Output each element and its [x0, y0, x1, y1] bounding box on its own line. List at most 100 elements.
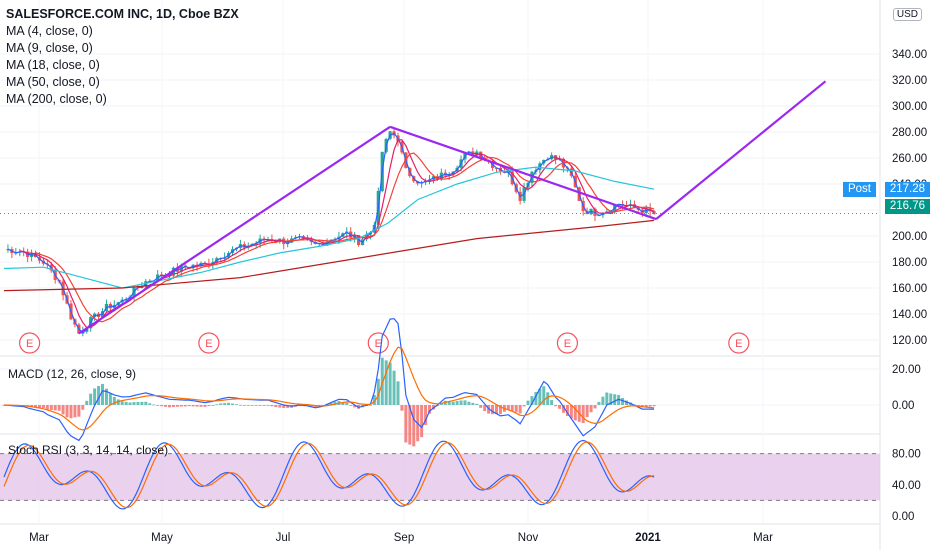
macd-histogram-bar [613, 394, 617, 405]
macd-histogram-bar [526, 400, 530, 405]
time-tick-label-3: Sep [394, 532, 414, 544]
macd-histogram-bar [601, 396, 605, 405]
macd-histogram-bar [65, 405, 69, 418]
macd-histogram-bar [262, 405, 266, 406]
macd-histogram-bar [380, 357, 384, 405]
macd-histogram-bar [282, 405, 286, 409]
macd-histogram-bar [309, 405, 313, 407]
macd-histogram-bar [108, 393, 112, 405]
stoch-d-line [3, 441, 655, 509]
ma18-line [35, 152, 655, 323]
macd-histogram-bar [128, 402, 132, 405]
price-tick-label-10: 320.00 [892, 75, 927, 87]
macd-histogram-bar [234, 404, 238, 406]
macd-histogram-bar [459, 400, 463, 405]
earnings-marker-0 [19, 332, 41, 354]
ma200-line [3, 219, 655, 292]
earnings-marker-2 [367, 332, 389, 354]
price-tick-label-2: 160.00 [892, 283, 927, 295]
legend-ma18[interactable]: MA (18, close, 0) [6, 58, 100, 72]
macd-histogram-bar [412, 405, 416, 447]
macd-histogram-bar [160, 405, 164, 407]
macd-histogram-bar [498, 405, 502, 415]
earnings-marker-3 [556, 332, 579, 354]
macd-histogram-bar [368, 404, 372, 406]
legend-ma4[interactable]: MA (4, close, 0) [6, 24, 93, 38]
macd-histogram-bar [589, 405, 593, 413]
macd-histogram-bar [609, 393, 613, 405]
macd-histogram-bar [37, 405, 41, 408]
macd-label: MACD (12, 26, close, 9) [8, 367, 137, 381]
price-tick-label-9: 300.00 [892, 101, 927, 113]
macd-histogram-bar [69, 405, 73, 419]
macd-histogram-bar [199, 405, 203, 407]
macd-histogram-bar [333, 401, 337, 405]
time-tick-label-1: May [151, 532, 173, 544]
price-tick-label-11: 340.00 [892, 49, 927, 61]
macd-histogram-bar [495, 405, 498, 415]
earnings-marker-label-0: E [26, 338, 33, 350]
macd-histogram-bar [341, 402, 345, 405]
currency-badge[interactable]: USD [892, 8, 922, 21]
time-tick-label-5: 2021 [635, 532, 661, 544]
time-tick-label-6: Mar [753, 532, 773, 544]
price-tick-label-8: 280.00 [892, 127, 927, 139]
macd-histogram-bar [388, 362, 392, 405]
legend-ma50[interactable]: MA (50, close, 0) [6, 75, 100, 89]
macd-histogram-bar [140, 401, 144, 405]
macd-histogram-bar [61, 405, 65, 415]
macd-histogram-bar [286, 405, 290, 408]
macd-histogram-bar [191, 405, 195, 407]
legend: SALESFORCE.COM INC, 1D, Cboe BZX MA (4, … [6, 6, 239, 108]
macd-histogram-bar [195, 405, 199, 407]
legend-ma9[interactable]: MA (9, close, 0) [6, 41, 93, 55]
macd-histogram-bar [424, 405, 428, 425]
macd-histogram-bar [597, 401, 601, 405]
macd-histogram-bar [49, 405, 53, 411]
macd-histogram-bar [97, 385, 101, 405]
macd-histogram-bar [175, 405, 179, 407]
macd-histogram-bar [231, 403, 235, 405]
macd-histogram-bar [258, 405, 262, 406]
macd-histogram-bar [644, 405, 648, 407]
price-tick-label-0: 120.00 [892, 335, 927, 347]
macd-histogram-bar [522, 405, 526, 407]
macd-histogram-bar [408, 405, 412, 445]
macd-histogram-bar [246, 405, 250, 406]
macd-histogram-bar [53, 405, 57, 411]
macd-histogram-bar [569, 405, 573, 419]
time-tick-label-2: Jul [276, 532, 291, 544]
legend-ma200[interactable]: MA (200, close, 0) [6, 92, 107, 106]
earnings-marker-4 [728, 332, 750, 354]
price-tick-label-1: 140.00 [892, 309, 927, 321]
earnings-marker-label-2: E [375, 338, 382, 350]
macd-histogram-bar [183, 405, 187, 407]
macd-histogram-bar [167, 405, 171, 408]
candle-body [652, 211, 656, 214]
macd-histogram-bar [274, 405, 278, 408]
macd-histogram-bar [392, 370, 396, 405]
ma50-line [3, 166, 655, 289]
macd-histogram-bar [101, 383, 104, 405]
ma9-line [19, 139, 655, 329]
macd-histogram-bar [447, 401, 451, 405]
macd-histogram-bar [164, 405, 168, 407]
trendline-0 [78, 125, 391, 335]
macd-histogram-bar [349, 405, 353, 406]
macd-histogram-bar [420, 405, 424, 438]
macd-histogram-bar [238, 404, 242, 406]
ma4-line [7, 132, 655, 334]
macd-histogram-bar [565, 405, 569, 416]
stoch-tick-label-2: 0.00 [892, 511, 914, 523]
macd-histogram-bar [152, 404, 156, 406]
stoch-tick-label-0: 80.00 [892, 449, 921, 461]
macd-histogram-bar [353, 405, 357, 408]
macd-histogram-bar [451, 401, 455, 405]
price-tick-label-4: 200.00 [892, 231, 927, 243]
macd-histogram-bar [215, 404, 219, 406]
macd-histogram-bar [73, 405, 77, 418]
price-tick-label-7: 260.00 [892, 153, 927, 165]
macd-histogram-bar [266, 405, 270, 406]
macd-histogram-bar [593, 405, 597, 409]
